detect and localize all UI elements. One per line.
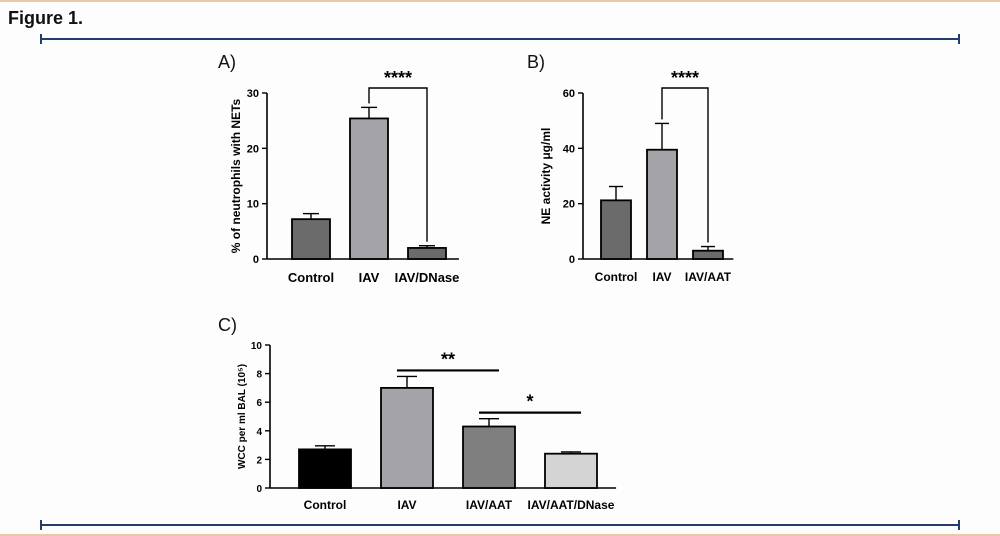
panel-a-y-tick-label: 10 [247, 199, 259, 211]
figure-title: Figure 1. [8, 8, 84, 28]
panel-a-panel-label: A) [218, 52, 236, 72]
panel-c-y-tick-label: 0 [256, 484, 262, 495]
panel-a-bar-2 [407, 247, 447, 260]
panel-c-category-label-0: Control [304, 498, 347, 512]
panel-c-bar-1 [380, 386, 434, 489]
panel-c-significance-label-1: * [526, 392, 533, 412]
panel-b-category-label-0: Control [595, 270, 638, 284]
panel-a-category-label-2: IAV/DNase [395, 270, 460, 285]
panel-b-y-axis-title: NE activity μg/ml [539, 128, 553, 225]
panel-b-y-tick-label: 20 [563, 199, 575, 211]
panel-a-category-label-1: IAV [359, 270, 380, 285]
panel-c-category-label-1: IAV [397, 498, 416, 512]
panel-a-bar-1 [349, 117, 389, 260]
panel-c-y-tick-label: 4 [256, 427, 262, 438]
bottom-rule [40, 520, 960, 530]
panel-b-y-tick-label: 40 [563, 143, 575, 155]
panel-b-bar-1 [646, 148, 678, 260]
panel-b-bar-0 [600, 199, 632, 260]
panel-a-bar-0 [291, 218, 331, 260]
panel-c-y-tick-label: 8 [256, 370, 262, 381]
panel-c-panel-label: C) [218, 315, 237, 335]
panel-b-panel-label: B) [527, 52, 545, 72]
panel-c-bar-0 [298, 448, 352, 489]
panel-a-y-tick-label: 20 [247, 143, 259, 155]
panel-c-y-tick-label: 6 [256, 398, 262, 409]
panel-a-y-tick-label: 0 [253, 254, 259, 266]
panel-c-category-label-2: IAV/AAT [466, 498, 513, 512]
panel-b-y-tick-label: 60 [563, 88, 575, 100]
panel-b-significance-label-0: **** [671, 68, 699, 88]
panel-c-category-label-3: IAV/AAT/DNase [528, 498, 615, 512]
panel-c-y-tick-label: 10 [251, 341, 263, 352]
panel-c-bar-2 [462, 425, 516, 489]
panel-c-bar-3 [544, 452, 598, 489]
panel-b-bar-2 [692, 249, 724, 260]
panel-b-category-label-1: IAV [652, 270, 671, 284]
panel-a-category-label-0: Control [288, 270, 334, 285]
panel-b-y-tick-label: 0 [569, 254, 575, 266]
panel-b-significance-bracket-0 [661, 87, 709, 243]
panel-a-significance-bracket-0 [368, 87, 428, 242]
panel-b-category-label-2: IAV/AAT [685, 270, 732, 284]
panel-c-y-axis-title: WCC per ml BAL (10⁵) [237, 364, 248, 469]
panel-a-significance-label-0: **** [384, 68, 412, 88]
top-rule [40, 34, 960, 44]
panel-a-y-axis-title: % of neutrophils with NETs [229, 98, 243, 253]
panel-c-y-tick-label: 2 [256, 455, 262, 466]
panel-c-significance-label-0: ** [441, 349, 455, 369]
panel-a-y-tick-label: 30 [247, 88, 259, 100]
